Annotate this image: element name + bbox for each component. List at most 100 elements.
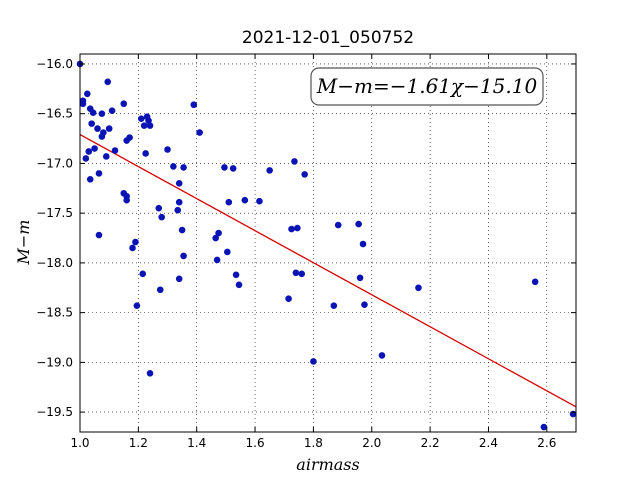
data-point bbox=[213, 256, 221, 264]
fit-equation: M−m=−1.61χ−15.10 bbox=[316, 74, 538, 98]
data-point bbox=[137, 115, 145, 122]
data-point bbox=[298, 270, 306, 278]
data-point bbox=[356, 274, 364, 282]
data-point bbox=[94, 125, 101, 132]
y-axis-label: M−m bbox=[14, 220, 33, 266]
y-tick-label: −19.0 bbox=[36, 355, 73, 369]
data-point bbox=[221, 164, 228, 171]
data-point bbox=[212, 234, 219, 242]
data-point bbox=[89, 109, 97, 116]
data-point bbox=[334, 221, 342, 229]
data-point bbox=[139, 270, 147, 278]
data-point bbox=[180, 252, 187, 260]
data-point bbox=[170, 163, 177, 170]
data-point bbox=[145, 117, 152, 124]
data-point bbox=[123, 196, 130, 204]
data-point bbox=[291, 158, 298, 165]
data-point bbox=[156, 286, 164, 294]
data-point bbox=[174, 206, 182, 214]
data-point bbox=[86, 176, 94, 183]
data-point bbox=[330, 302, 338, 309]
x-tick-label: 1.0 bbox=[70, 436, 89, 450]
data-point bbox=[155, 204, 163, 212]
y-tick-label: −16.0 bbox=[36, 57, 73, 71]
data-point bbox=[288, 225, 295, 233]
x-tick-label: 2.4 bbox=[479, 436, 498, 450]
x-tick-label: 2.2 bbox=[421, 436, 440, 450]
data-point bbox=[91, 145, 98, 152]
data-point bbox=[415, 284, 422, 292]
y-tick-label: −18.5 bbox=[36, 306, 73, 320]
data-point bbox=[256, 197, 263, 205]
y-tick-label: −18.0 bbox=[36, 256, 73, 270]
plot-frame bbox=[79, 53, 577, 433]
data-point bbox=[225, 198, 233, 206]
data-point bbox=[175, 198, 183, 206]
data-point bbox=[129, 244, 136, 252]
data-point bbox=[95, 170, 103, 177]
fit-line bbox=[79, 134, 577, 408]
grid bbox=[79, 54, 576, 432]
data-point bbox=[285, 295, 292, 303]
annotation-box bbox=[310, 67, 544, 106]
x-tick-label: 1.2 bbox=[129, 436, 148, 450]
x-tick-label: 1.4 bbox=[187, 436, 206, 450]
data-point bbox=[108, 107, 116, 114]
data-point bbox=[235, 281, 243, 289]
data-point bbox=[190, 101, 198, 109]
y-tick-label: −17.5 bbox=[36, 206, 73, 220]
data-point bbox=[215, 229, 222, 237]
data-point bbox=[98, 110, 106, 117]
data-point bbox=[100, 129, 107, 136]
y-tick-label: −17.0 bbox=[36, 156, 73, 170]
data-point bbox=[175, 180, 183, 187]
data-point bbox=[292, 269, 300, 277]
data-point bbox=[133, 302, 141, 309]
fit-line-layer bbox=[79, 134, 577, 408]
data-point bbox=[224, 248, 231, 256]
data-point bbox=[378, 352, 386, 359]
data-point bbox=[178, 226, 186, 234]
data-point bbox=[310, 358, 317, 365]
data-point bbox=[104, 78, 112, 86]
data-point bbox=[359, 240, 367, 248]
data-point bbox=[132, 238, 139, 246]
data-point bbox=[232, 271, 240, 279]
data-point bbox=[294, 224, 301, 232]
data-point bbox=[85, 148, 93, 155]
data-point bbox=[180, 164, 187, 171]
data-point bbox=[140, 122, 148, 129]
x-tick-label: 1.6 bbox=[246, 436, 265, 450]
axis-ticks: 1.0 1.2 1.4 1.6 1.8 2.0 2.2 2.4 2.6 −16.0 −16.5 −17… bbox=[36, 54, 576, 450]
data-point bbox=[241, 196, 249, 204]
data-point bbox=[126, 134, 133, 141]
data-point bbox=[196, 129, 203, 136]
data-point bbox=[142, 150, 149, 157]
fit-annotation: M−m=−1.61χ−15.10 bbox=[310, 67, 544, 106]
data-point bbox=[266, 167, 273, 174]
data-point bbox=[82, 155, 90, 162]
data-point bbox=[175, 275, 183, 283]
y-tick-label: −16.5 bbox=[36, 107, 73, 121]
data-point bbox=[301, 171, 308, 178]
data-point bbox=[158, 213, 165, 221]
data-point bbox=[146, 122, 154, 129]
data-point bbox=[79, 100, 87, 108]
data-point bbox=[83, 90, 91, 98]
data-point bbox=[111, 147, 119, 154]
x-tick-label: 1.8 bbox=[304, 436, 323, 450]
data-point bbox=[102, 153, 110, 160]
data-point bbox=[361, 301, 368, 308]
data-point bbox=[540, 423, 548, 431]
data-point bbox=[88, 120, 95, 127]
data-point bbox=[229, 165, 237, 172]
data-points bbox=[76, 60, 577, 431]
data-point bbox=[531, 278, 539, 286]
y-tick-label: −19.5 bbox=[36, 405, 73, 419]
data-point bbox=[164, 146, 171, 153]
data-point bbox=[95, 231, 103, 239]
x-tick-label: 2.0 bbox=[362, 436, 381, 450]
chart-title: 2021-12-01_050752 bbox=[242, 28, 414, 48]
x-tick-label: 2.6 bbox=[537, 436, 556, 450]
